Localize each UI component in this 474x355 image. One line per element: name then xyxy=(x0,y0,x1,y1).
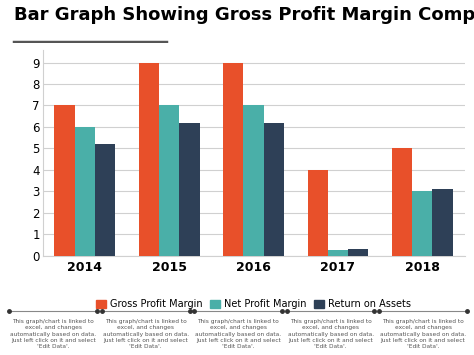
Bar xyxy=(223,62,244,256)
Text: This graph/chart is linked to
excel, and changes
automatically based on data.
Ju: This graph/chart is linked to excel, and… xyxy=(10,319,96,349)
Bar xyxy=(348,249,368,256)
Text: This graph/chart is linked to
excel, and changes
automatically based on data.
Ju: This graph/chart is linked to excel, and… xyxy=(288,319,374,349)
Text: This graph/chart is linked to
excel, and changes
automatically based on data.
Ju: This graph/chart is linked to excel, and… xyxy=(380,319,466,349)
Bar xyxy=(159,105,179,256)
Bar xyxy=(308,170,328,256)
Bar xyxy=(328,250,348,256)
Bar xyxy=(95,144,115,256)
Bar xyxy=(432,189,453,256)
Text: This graph/chart is linked to
excel, and changes
automatically based on data.
Ju: This graph/chart is linked to excel, and… xyxy=(195,319,281,349)
Bar xyxy=(244,105,264,256)
Bar xyxy=(75,127,95,256)
Text: Bar Graph Showing Gross Profit Margin Comparison: Bar Graph Showing Gross Profit Margin Co… xyxy=(14,6,474,24)
Legend: Gross Profit Margin, Net Profit Margin, Return on Assets: Gross Profit Margin, Net Profit Margin, … xyxy=(94,297,413,311)
Bar xyxy=(392,148,412,256)
Bar xyxy=(139,62,159,256)
Bar xyxy=(55,105,75,256)
Bar xyxy=(412,191,432,256)
Bar xyxy=(179,122,200,256)
Bar xyxy=(264,122,284,256)
Text: This graph/chart is linked to
excel, and changes
automatically based on data.
Ju: This graph/chart is linked to excel, and… xyxy=(103,319,189,349)
